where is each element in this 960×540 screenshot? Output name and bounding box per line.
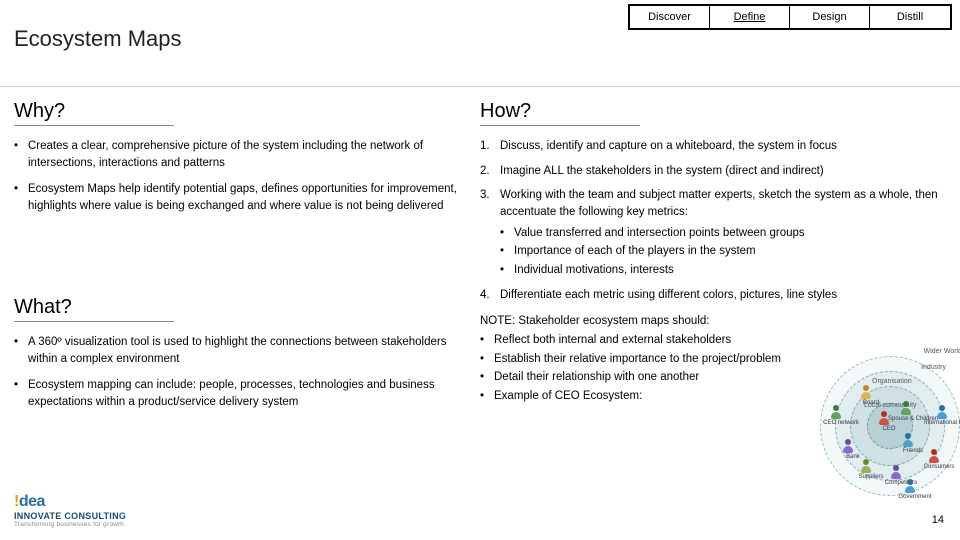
ecosystem-diagram: Wider World Industry Organisation Local … <box>820 356 960 496</box>
how-step-text: Working with the team and subject matter… <box>500 189 938 218</box>
how-step: Imagine ALL the stakeholders in the syst… <box>480 163 945 180</box>
note-label: NOTE: Stakeholder ecosystem maps should: <box>480 313 820 330</box>
diagram-node <box>937 405 947 419</box>
what-heading: What? <box>14 296 174 322</box>
why-heading: Why? <box>14 100 174 126</box>
what-bullet: Ecosystem mapping can include: people, p… <box>14 377 454 410</box>
ring-label: Industry <box>921 364 946 371</box>
diagram-node <box>905 479 915 493</box>
diagram-node <box>901 401 911 415</box>
how-substep: Value transferred and intersection point… <box>500 225 945 242</box>
logo-line2: INNOVATE CONSULTING <box>14 511 126 521</box>
diagram-node-label: Government <box>892 494 938 500</box>
logo: !dea INNOVATE CONSULTING Transforming bu… <box>14 493 126 528</box>
how-substep: Individual motivations, interests <box>500 262 945 279</box>
how-step: Differentiate each metric using differen… <box>480 287 945 304</box>
diagram-node <box>891 465 901 479</box>
diagram-node-label: Board <box>848 400 894 406</box>
nav-define[interactable]: Define <box>710 6 790 28</box>
note-bullet: Example of CEO Ecosystem: <box>480 388 820 405</box>
nav-discover[interactable]: Discover <box>630 6 710 28</box>
page-title: Ecosystem Maps <box>14 26 182 52</box>
diagram-node <box>929 449 939 463</box>
note-bullet: Reflect both internal and external stake… <box>480 332 820 349</box>
how-step: Discuss, identify and capture on a white… <box>480 138 945 155</box>
note-block: NOTE: Stakeholder ecosystem maps should:… <box>480 313 820 404</box>
diagram-node-label: International forums <box>924 420 960 426</box>
diagram-node <box>903 433 913 447</box>
note-bullet: Detail their relationship with one anoth… <box>480 369 820 386</box>
how-step: Working with the team and subject matter… <box>480 187 945 278</box>
nav-design[interactable]: Design <box>790 6 870 28</box>
diagram-node-label: CEO network <box>818 420 864 426</box>
section-what: What? A 360º visualization tool is used … <box>14 296 454 421</box>
why-bullet: Ecosystem Maps help identify potential g… <box>14 181 464 214</box>
ring-label: Wider World <box>924 348 960 355</box>
logo-idea: dea <box>19 493 45 510</box>
ring-label: Organisation <box>872 378 912 385</box>
diagram-node-label: Consumers <box>916 464 960 470</box>
diagram-node-label: CEO <box>866 426 912 432</box>
how-substep: Importance of each of the players in the… <box>500 243 945 260</box>
what-bullet: A 360º visualization tool is used to hig… <box>14 334 454 367</box>
divider <box>0 86 960 87</box>
note-bullet: Establish their relative importance to t… <box>480 351 820 368</box>
diagram-node <box>861 385 871 399</box>
diagram-node <box>831 405 841 419</box>
diagram-node <box>843 439 853 453</box>
phase-nav: Discover Define Design Distill <box>628 4 952 30</box>
nav-distill[interactable]: Distill <box>870 6 950 28</box>
page-number: 14 <box>932 514 944 526</box>
how-heading: How? <box>480 100 640 126</box>
why-bullet: Creates a clear, comprehensive picture o… <box>14 138 464 171</box>
logo-wordmark: !dea <box>14 493 126 511</box>
section-why: Why? Creates a clear, comprehensive pict… <box>14 100 464 225</box>
diagram-node <box>861 459 871 473</box>
logo-tagline: Transforming businesses for growth <box>14 521 126 528</box>
diagram-node-label: Competitors <box>878 480 924 486</box>
